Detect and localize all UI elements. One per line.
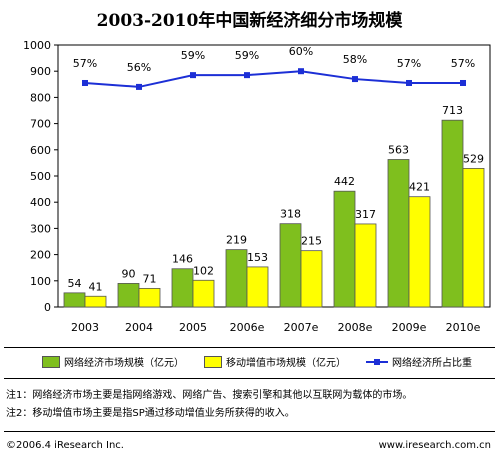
share-point bbox=[460, 79, 466, 86]
bar-value-label: 215 bbox=[301, 235, 322, 248]
y-tick-label: 800 bbox=[30, 91, 51, 104]
bar bbox=[387, 159, 410, 308]
divider-footer bbox=[4, 431, 495, 432]
share-line bbox=[84, 70, 463, 88]
share-label: 57% bbox=[451, 57, 475, 70]
legend-label-share: 网络经济所占比重 bbox=[392, 358, 472, 369]
footnote-2: 注2：移动增值市场主要是指SP通过移动增值业务所获得的收入。 bbox=[6, 408, 295, 419]
bar-value-label: 153 bbox=[247, 251, 268, 264]
divider-top bbox=[4, 347, 495, 348]
y-tick-label: 100 bbox=[30, 275, 51, 288]
y-tick-label: 0 bbox=[44, 301, 51, 314]
share-label: 60% bbox=[289, 45, 313, 58]
bar bbox=[192, 279, 215, 308]
bar bbox=[462, 168, 485, 308]
bar bbox=[300, 250, 323, 308]
y-tick-label: 1000 bbox=[23, 39, 51, 52]
legend-swatch-internet bbox=[42, 355, 60, 368]
x-tick-label: 2008e bbox=[338, 321, 373, 334]
y-tick-label: 200 bbox=[30, 249, 51, 262]
footnotes: 注1：网络经济市场主要是指网络游戏、网络广告、搜索引擎和其他以互联网为载体的市场… bbox=[6, 387, 412, 423]
divider-notes bbox=[4, 378, 495, 379]
market-size-chart: 0 100 200 300 400 500 600 700 800 900 1000 2003 54 41… bbox=[23, 39, 491, 334]
share-label: 58% bbox=[343, 53, 367, 66]
legend-swatch-share bbox=[366, 357, 388, 367]
bar-value-label: 442 bbox=[334, 175, 355, 188]
x-tick-label: 2010e bbox=[446, 321, 481, 334]
bar-value-label: 102 bbox=[193, 264, 214, 277]
share-point bbox=[190, 72, 196, 79]
share-point bbox=[82, 79, 88, 86]
chart-legend: 网络经济市场规模（亿元） 移动增值市场规模（亿元） 网络经济所占比重 bbox=[4, 352, 495, 370]
y-tick-label: 400 bbox=[30, 196, 51, 209]
x-tick-label: 2007e bbox=[284, 321, 319, 334]
bar-value-label: 41 bbox=[89, 280, 103, 293]
y-tick-label: 300 bbox=[30, 222, 51, 235]
share-point bbox=[406, 79, 412, 86]
x-tick-label: 2005 bbox=[179, 321, 207, 334]
bar-value-label: 146 bbox=[172, 253, 193, 266]
bar bbox=[225, 249, 248, 308]
legend-swatch-mobile bbox=[204, 355, 222, 368]
legend-label-internet: 网络经济市场规模（亿元） bbox=[64, 358, 184, 369]
x-tick-label: 2006e bbox=[230, 321, 265, 334]
share-label: 59% bbox=[235, 49, 259, 62]
bar-value-label: 71 bbox=[143, 272, 157, 285]
chart-title: 2003-2010年中国新经济细分市场规模 bbox=[96, 11, 403, 31]
share-point bbox=[136, 83, 142, 90]
share-point bbox=[298, 68, 304, 75]
bar-value-label: 219 bbox=[226, 234, 247, 247]
y-tick-label: 700 bbox=[30, 118, 51, 131]
share-label: 59% bbox=[181, 49, 205, 62]
share-point bbox=[244, 72, 250, 79]
bar bbox=[171, 268, 194, 308]
bar-value-label: 54 bbox=[68, 277, 82, 290]
share-label: 57% bbox=[73, 57, 97, 70]
bar bbox=[441, 119, 464, 308]
bar bbox=[246, 266, 269, 308]
share-label: 57% bbox=[397, 57, 421, 70]
bar bbox=[63, 292, 86, 308]
x-tick-label: 2004 bbox=[125, 321, 153, 334]
bar-value-label: 421 bbox=[409, 181, 430, 194]
footer-copyright: ©2006.4 iResearch Inc. bbox=[6, 440, 124, 451]
y-tick-label: 500 bbox=[30, 170, 51, 183]
y-tick-label: 900 bbox=[30, 65, 51, 78]
share-label: 56% bbox=[127, 61, 151, 74]
bar-value-label: 318 bbox=[280, 208, 301, 221]
x-tick-label: 2003 bbox=[71, 321, 99, 334]
bar bbox=[333, 190, 356, 308]
footnote-1: 注1：网络经济市场主要是指网络游戏、网络广告、搜索引擎和其他以互联网为载体的市场… bbox=[6, 390, 413, 401]
bar bbox=[354, 223, 377, 308]
x-tick-label: 2009e bbox=[392, 321, 427, 334]
bar-value-label: 563 bbox=[388, 143, 409, 156]
y-tick-label: 600 bbox=[30, 144, 51, 157]
bar bbox=[279, 223, 302, 308]
legend-item-share: 网络经济所占比重 bbox=[366, 354, 472, 369]
legend-label-mobile: 移动增值市场规模（亿元） bbox=[226, 358, 346, 369]
bar bbox=[138, 287, 161, 308]
share-point bbox=[352, 76, 358, 83]
bar bbox=[84, 295, 107, 308]
legend-item-mobile: 移动增值市场规模（亿元） bbox=[204, 354, 346, 369]
bar bbox=[117, 283, 140, 308]
bar-value-label: 90 bbox=[122, 267, 136, 280]
bar bbox=[408, 196, 431, 308]
bar-value-label: 317 bbox=[355, 208, 376, 221]
footer-url[interactable]: www.iresearch.com.cn bbox=[378, 440, 491, 451]
legend-item-internet: 网络经济市场规模（亿元） bbox=[42, 354, 184, 369]
bar-value-label: 713 bbox=[442, 104, 463, 117]
bar-value-label: 529 bbox=[463, 152, 484, 165]
